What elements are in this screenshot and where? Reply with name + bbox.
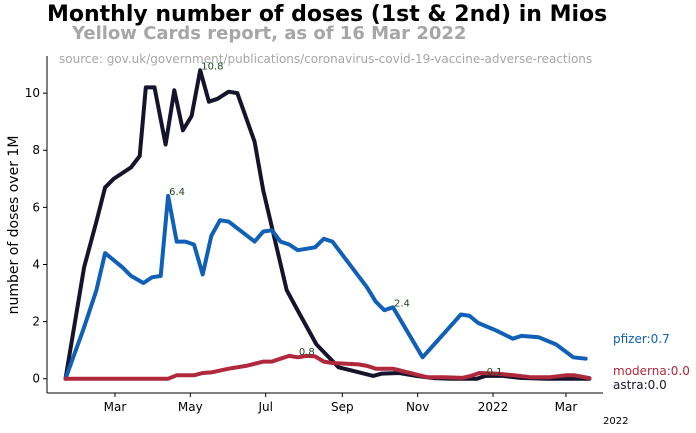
- series-line-astra: [63, 68, 592, 381]
- data-label: 0.1: [487, 367, 503, 378]
- y-axis-title: number of doses over 1M: [6, 136, 22, 315]
- y-tick-label: 8: [32, 143, 40, 157]
- data-label: 2.4: [394, 298, 410, 309]
- x-tick-label: Mar: [104, 400, 127, 414]
- data-label: 0.8: [299, 347, 315, 358]
- x-tick-label: Nov: [406, 400, 429, 414]
- chart-title: Monthly number of doses (1st & 2nd) in M…: [47, 2, 608, 27]
- data-label: 10.8: [201, 61, 223, 72]
- y-tick-label: 2: [32, 315, 40, 329]
- chart-source-note: source: gov.uk/government/publications/c…: [59, 52, 593, 66]
- series-end-label-pfizer: pfizer:0.7: [613, 332, 670, 346]
- x-tick-label: May: [178, 400, 203, 414]
- y-tick-label: 0: [32, 372, 40, 386]
- x-axis-offset-label: 2022: [603, 416, 628, 427]
- series-line-pfizer: [63, 193, 588, 381]
- x-tick-label: Mar: [555, 400, 578, 414]
- series-end-label-moderna: moderna:0.0: [613, 364, 690, 378]
- y-tick-label: 10: [25, 86, 40, 100]
- x-tick-label: Jul: [257, 400, 272, 414]
- series-end-label-astra: astra:0.0: [613, 378, 667, 392]
- y-tick-label: 4: [32, 257, 40, 271]
- chart-subtitle: Yellow Cards report, as of 16 Mar 2022: [72, 23, 467, 44]
- data-label: 6.4: [169, 187, 185, 198]
- x-tick-label: Sep: [331, 400, 354, 414]
- x-tick-label: 2022: [478, 400, 509, 414]
- series-line-moderna: [63, 353, 592, 381]
- y-tick-label: 6: [32, 200, 40, 214]
